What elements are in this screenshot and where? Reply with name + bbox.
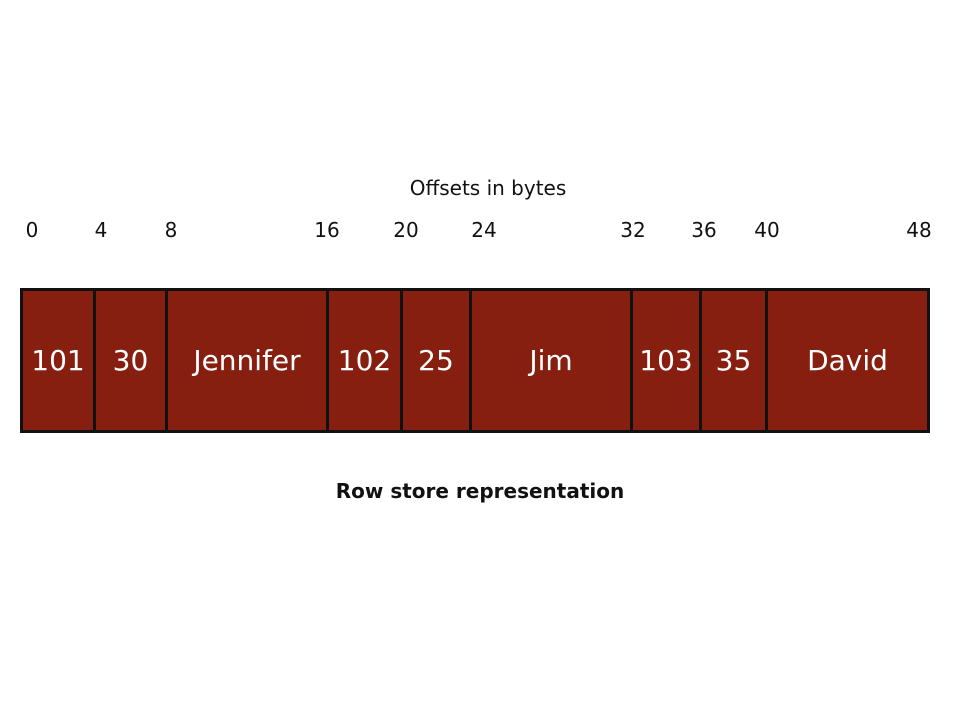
field-value: 103 xyxy=(639,344,693,377)
offset-label: 20 xyxy=(393,218,419,242)
offset-label: 16 xyxy=(314,218,340,242)
field-value: David xyxy=(807,344,888,377)
offset-label: 40 xyxy=(754,218,780,242)
offset-label: 48 xyxy=(906,218,932,242)
offset-label: 24 xyxy=(471,218,497,242)
field-value: Jennifer xyxy=(193,344,301,377)
field-cell: Jennifer xyxy=(165,288,329,433)
offset-label: 4 xyxy=(94,218,108,242)
offset-label: 32 xyxy=(620,218,646,242)
field-value: 101 xyxy=(31,344,85,377)
field-cell: 102 xyxy=(326,288,403,433)
field-value: 30 xyxy=(112,344,149,377)
offset-label: 0 xyxy=(25,218,39,242)
field-cell: 35 xyxy=(699,288,768,433)
field-value: 102 xyxy=(337,344,392,377)
offsets-axis-title: Offsets in bytes xyxy=(409,176,567,200)
field-value: 35 xyxy=(715,344,752,377)
field-cell: David xyxy=(765,288,930,433)
field-value: Jim xyxy=(529,344,573,377)
field-cell: 103 xyxy=(630,288,702,433)
field-cell: 25 xyxy=(400,288,472,433)
offset-label: 36 xyxy=(691,218,717,242)
field-cell: 101 xyxy=(20,288,96,433)
diagram-caption: Row store representation xyxy=(335,479,625,503)
field-cell: Jim xyxy=(469,288,633,433)
field-cell: 30 xyxy=(93,288,168,433)
offset-label: 8 xyxy=(164,218,178,242)
field-value: 25 xyxy=(418,344,454,377)
